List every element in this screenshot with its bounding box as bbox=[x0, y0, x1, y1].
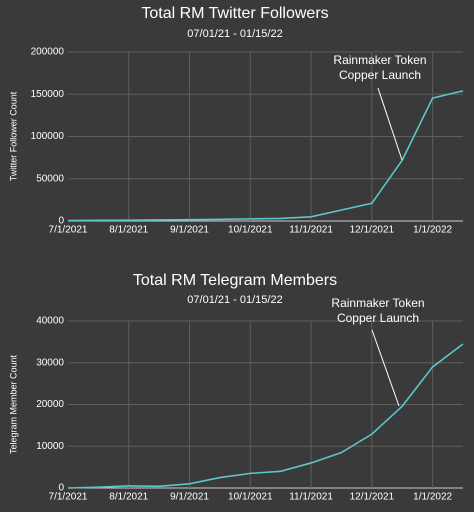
y-tick-label: 200000 bbox=[31, 47, 65, 58]
chart-subtitle: 07/01/21 - 01/15/22 bbox=[187, 294, 282, 306]
x-tick-label: 11/1/2021 bbox=[289, 225, 333, 236]
annotation: Rainmaker Token bbox=[333, 53, 426, 67]
x-tick-label: 10/1/2021 bbox=[228, 225, 273, 236]
x-tick-label: 12/1/2021 bbox=[350, 492, 395, 503]
y-axis-label: Twitter Follower Count bbox=[8, 91, 18, 181]
y-tick-label: 10000 bbox=[36, 441, 64, 452]
x-tick-label: 8/1/2021 bbox=[109, 225, 148, 236]
annotation: Copper Launch bbox=[339, 68, 421, 82]
y-tick-label: 0 bbox=[58, 216, 64, 227]
chart-title: Total RM Telegram Members bbox=[133, 272, 337, 289]
x-tick-label: 9/1/2021 bbox=[170, 225, 209, 236]
y-tick-label: 0 bbox=[58, 483, 64, 494]
x-tick-label: 9/1/2021 bbox=[170, 492, 209, 503]
annotation: Rainmaker Token bbox=[331, 296, 424, 310]
y-tick-label: 150000 bbox=[31, 89, 65, 100]
y-tick-label: 30000 bbox=[36, 357, 64, 368]
y-tick-label: 50000 bbox=[36, 173, 64, 184]
y-tick-label: 20000 bbox=[36, 399, 64, 410]
x-tick-label: 1/1/2022 bbox=[413, 225, 452, 236]
x-tick-label: 8/1/2021 bbox=[109, 492, 148, 503]
data-line bbox=[67, 90, 464, 222]
x-tick-label: 7/1/2021 bbox=[49, 492, 88, 503]
x-tick-label: 1/1/2022 bbox=[413, 492, 452, 503]
chart-subtitle: 07/01/21 - 01/15/22 bbox=[187, 28, 282, 40]
y-tick-label: 40000 bbox=[36, 316, 64, 327]
x-tick-label: 10/1/2021 bbox=[228, 492, 273, 503]
annotation-pointer bbox=[371, 329, 400, 407]
x-tick-label: 11/1/2021 bbox=[289, 492, 333, 503]
annotation: Copper Launch bbox=[337, 311, 419, 325]
x-tick-label: 7/1/2021 bbox=[49, 225, 88, 236]
data-line bbox=[67, 343, 464, 489]
y-axis-label: Telegram Member Count bbox=[8, 354, 18, 454]
annotation-pointer bbox=[377, 87, 403, 161]
chart-title: Total RM Twitter Followers bbox=[141, 5, 328, 22]
y-tick-label: 100000 bbox=[31, 131, 65, 142]
x-tick-label: 12/1/2021 bbox=[350, 225, 395, 236]
